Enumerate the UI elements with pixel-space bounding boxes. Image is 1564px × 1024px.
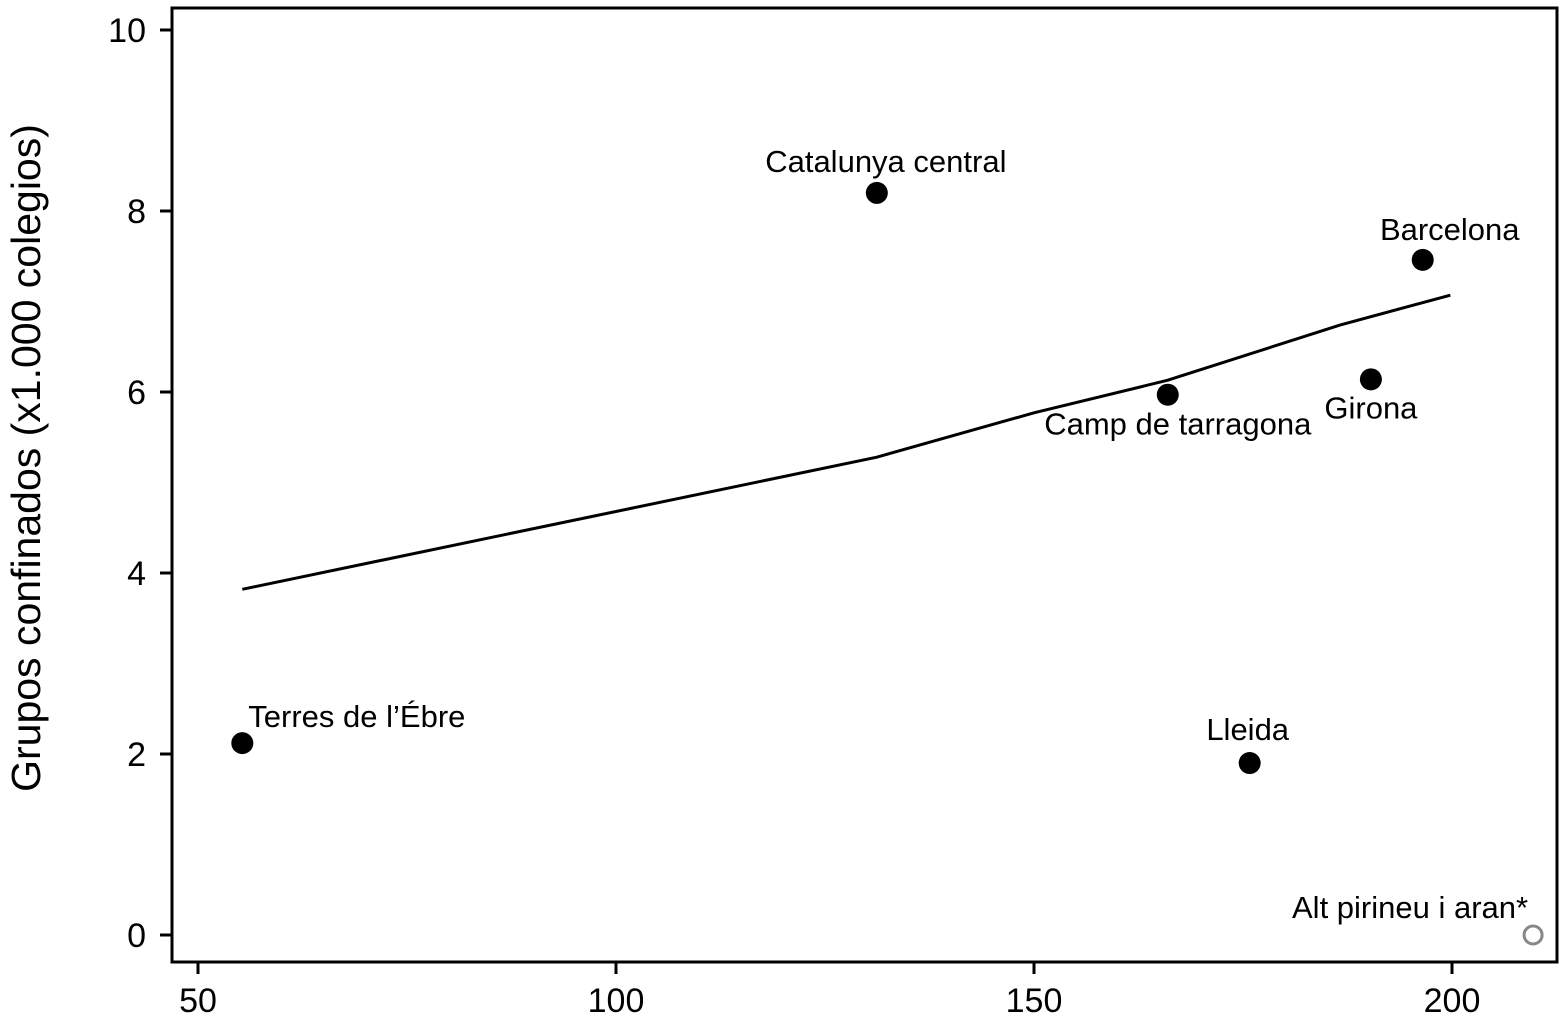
x-tick-label: 150 — [1006, 982, 1063, 1020]
data-points: Terres de l’Ébre Catalunya central Camp de… — [231, 144, 1544, 946]
data-point — [865, 181, 888, 204]
plot-frame — [170, 6, 1559, 964]
y-axis-label: Grupos confinados (x1.000 colegios) — [3, 124, 49, 792]
y-tick-label: 2 — [127, 736, 146, 774]
point-label: Barcelona — [1380, 212, 1520, 247]
point-label: Camp de tarragona — [1044, 407, 1312, 442]
point-label: Lleida — [1206, 712, 1289, 747]
y-tick-label: 6 — [127, 374, 146, 412]
y-tick-label: 4 — [127, 555, 146, 593]
y-tick-label: 8 — [127, 193, 146, 231]
fit-line — [242, 293, 1451, 591]
point-label: Girona — [1324, 390, 1418, 425]
point-label: Terres de l’Ébre — [248, 699, 465, 734]
y-tick-label: 0 — [127, 917, 146, 955]
data-point — [1411, 248, 1434, 271]
x-tick-label: 100 — [588, 982, 645, 1020]
y-axis: 0 2 4 6 8 10 — [108, 12, 172, 955]
x-tick-label: 50 — [179, 982, 217, 1020]
data-point — [1238, 752, 1261, 775]
data-point — [1156, 383, 1179, 406]
point-label: Alt pirineu i aran* — [1292, 890, 1528, 925]
data-point — [1359, 368, 1382, 391]
data-point — [231, 732, 254, 755]
data-point-open — [1522, 924, 1544, 946]
point-label: Catalunya central — [765, 144, 1006, 179]
x-axis: 50 100 150 200 — [179, 962, 1480, 1020]
x-tick-label: 200 — [1424, 982, 1481, 1020]
y-tick-label: 10 — [108, 12, 146, 50]
